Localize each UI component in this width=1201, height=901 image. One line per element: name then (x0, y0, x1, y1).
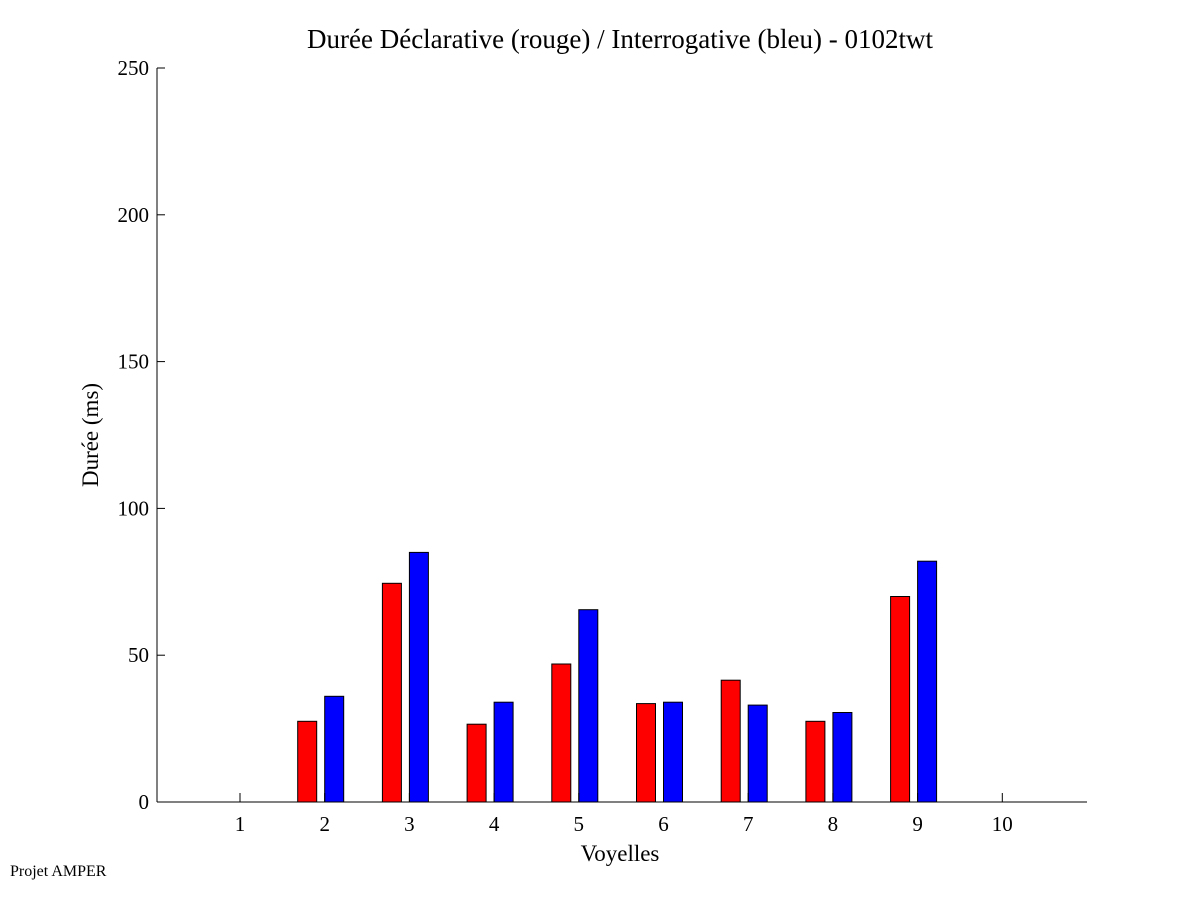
y-tick-label: 50 (128, 643, 149, 667)
bar-series1-cat-3 (381, 582, 402, 803)
y-tick-label: 100 (118, 496, 150, 520)
bar-series2-cat-5 (578, 609, 599, 803)
bar-series2-cat-6 (663, 701, 683, 803)
x-tick-label: 6 (658, 812, 669, 836)
chart-title: Durée Déclarative (rouge) / Interrogativ… (307, 24, 933, 54)
bar-series2-cat-9 (917, 560, 938, 803)
x-tick-label: 3 (404, 812, 415, 836)
bar-series2-cat-3 (408, 551, 429, 803)
x-tick-label: 10 (992, 812, 1013, 836)
bar-series2-cat-2 (324, 695, 345, 803)
bar-series1-cat-6 (636, 703, 656, 803)
bar-series1-cat-4 (466, 723, 487, 803)
y-tick-label: 250 (118, 56, 150, 80)
x-tick-label: 9 (912, 812, 923, 836)
bar-series1-cat-9 (890, 596, 911, 803)
bar-series2-cat-7 (747, 704, 768, 803)
x-tick-label: 4 (489, 812, 500, 836)
x-tick-label: 7 (743, 812, 754, 836)
bar-series1-cat-8 (805, 720, 826, 803)
bars-group (297, 551, 938, 803)
x-tick-label: 8 (828, 812, 839, 836)
bar-series2-cat-8 (832, 712, 853, 803)
bar-series1-cat-2 (297, 720, 318, 803)
x-tick-label: 1 (235, 812, 246, 836)
x-tick-label: 5 (574, 812, 585, 836)
x-axis-label: Voyelles (581, 841, 660, 866)
bar-series1-cat-5 (551, 663, 572, 803)
axes-group: 0 50 100 150 200 250 1 2 3 4 5 6 7 8 9 10 (118, 56, 1087, 836)
x-tick-label: 2 (319, 812, 330, 836)
footer-credit: Projet AMPER (10, 863, 107, 880)
bar-series2-cat-4 (493, 701, 514, 803)
y-tick-label: 150 (118, 350, 150, 374)
bar-series1-cat-7 (720, 679, 741, 803)
y-axis-label: Durée (ms) (78, 383, 103, 487)
y-tick-label: 0 (139, 790, 150, 814)
y-tick-label: 200 (118, 203, 150, 227)
